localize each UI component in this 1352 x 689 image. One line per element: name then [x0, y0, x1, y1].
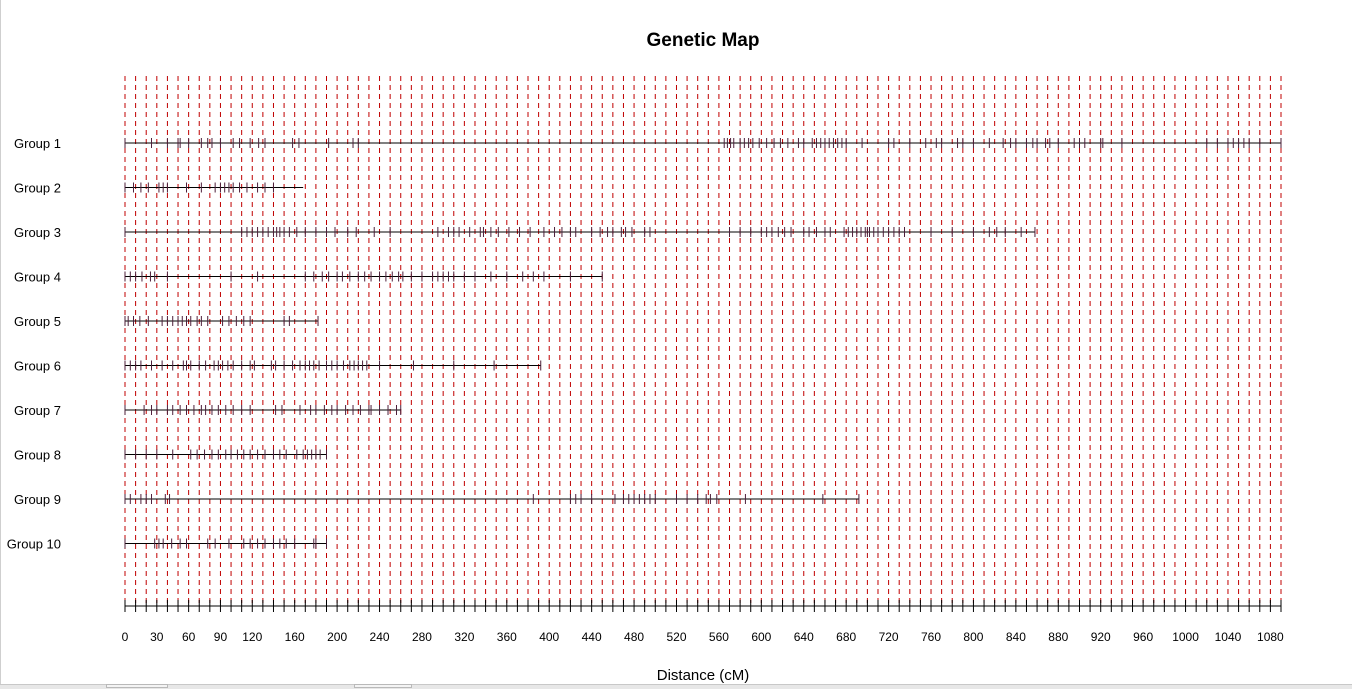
- tick-label: 760: [921, 630, 941, 644]
- linkage-groups: Group 1 Group 2 Group 3 Group 4 Group 5 Group…: [7, 136, 1282, 552]
- tick-label: 1080: [1257, 630, 1284, 644]
- linkage-group: Group 6: [14, 359, 542, 374]
- tick-label: 200: [327, 630, 347, 644]
- tick-label: 840: [1006, 630, 1026, 644]
- tick-label: 560: [709, 630, 729, 644]
- linkage-group: Group 7: [14, 403, 402, 418]
- group-label: Group 6: [14, 359, 61, 374]
- tick-label: 240: [370, 630, 390, 644]
- group-label: Group 10: [7, 537, 61, 552]
- tick-label: 30: [150, 630, 164, 644]
- tick-label: 280: [412, 630, 432, 644]
- linkage-group: Group 2: [14, 181, 304, 196]
- x-axis: 0 30 60 90 120 160 200 240 280 320 360 400 440 480 520…: [122, 600, 1284, 644]
- scroll-thumb-right[interactable]: [354, 684, 412, 688]
- tick-label: 160: [285, 630, 305, 644]
- group-label: Group 3: [14, 225, 61, 240]
- group-label: Group 2: [14, 181, 61, 196]
- tick-label: 520: [666, 630, 686, 644]
- tick-label: 60: [182, 630, 196, 644]
- tick-label: 920: [1091, 630, 1111, 644]
- group-label: Group 9: [14, 492, 61, 507]
- tick-label: 320: [454, 630, 474, 644]
- group-label: Group 7: [14, 403, 61, 418]
- linkage-group: Group 1: [14, 136, 1282, 151]
- tick-label: 640: [794, 630, 814, 644]
- linkage-group: Group 10: [7, 537, 328, 552]
- tick-label: 360: [497, 630, 517, 644]
- tick-label: 1040: [1215, 630, 1242, 644]
- grid-lines: [124, 76, 1282, 604]
- tick-label: 600: [751, 630, 771, 644]
- window-left-border: [0, 0, 1, 688]
- linkage-group: Group 3: [14, 225, 1036, 240]
- tick-label: 480: [624, 630, 644, 644]
- tick-label: 1000: [1172, 630, 1199, 644]
- chart-title: Genetic Map: [647, 30, 760, 51]
- tick-label: 90: [214, 630, 228, 644]
- linkage-group: Group 8: [14, 448, 328, 463]
- scroll-thumb-left[interactable]: [106, 684, 168, 688]
- horizontal-scrollbar[interactable]: [0, 684, 1352, 689]
- tick-label: 120: [242, 630, 262, 644]
- linkage-group: Group 4: [14, 270, 603, 285]
- linkage-group: Group 9: [14, 492, 860, 507]
- group-label: Group 8: [14, 448, 61, 463]
- tick-label: 0: [122, 630, 129, 644]
- tick-label: 960: [1133, 630, 1153, 644]
- tick-label: 440: [582, 630, 602, 644]
- tick-label: 880: [1048, 630, 1068, 644]
- linkage-group: Group 5: [14, 314, 319, 329]
- group-label: Group 5: [14, 314, 61, 329]
- tick-label: 400: [539, 630, 559, 644]
- x-axis-label: Distance (cM): [657, 667, 750, 684]
- tick-label: 720: [879, 630, 899, 644]
- group-label: Group 4: [14, 270, 61, 285]
- tick-label: 680: [836, 630, 856, 644]
- tick-label: 800: [963, 630, 983, 644]
- group-label: Group 1: [14, 136, 61, 151]
